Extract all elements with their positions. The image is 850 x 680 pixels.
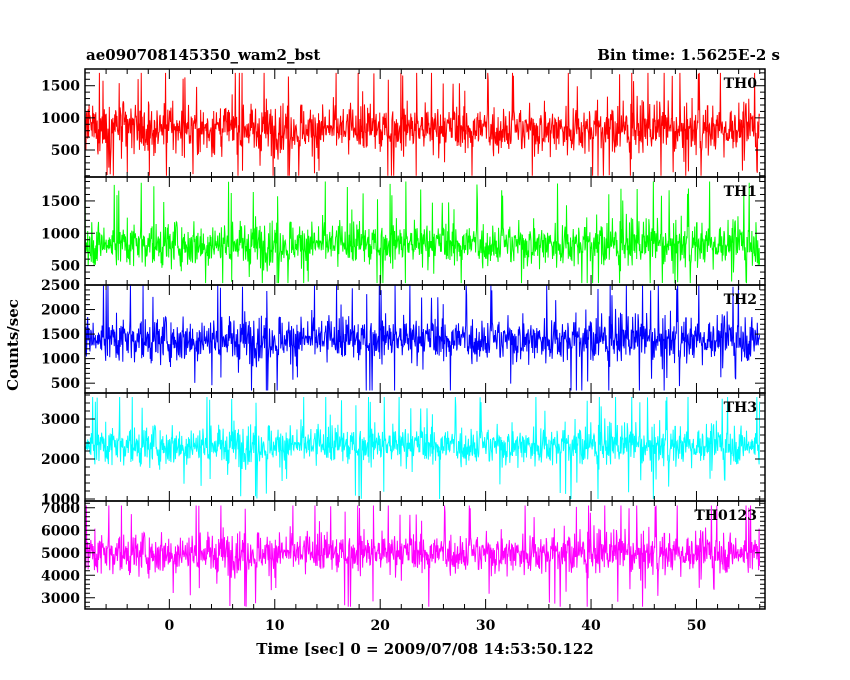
panel-th0: 500 1000 1500 TH0 (41, 68, 766, 178)
y-tick-label: 2000 (41, 452, 80, 468)
panel-label-th0: TH0 (724, 76, 758, 92)
y-tick-label: 500 (51, 143, 80, 159)
panel-th2: 500 1000 1500 2000 2500 TH2 (41, 278, 766, 394)
series-line-th3 (84, 396, 761, 500)
y-tick-label: 500 (51, 376, 80, 392)
y-tick-label: 5000 (41, 546, 80, 562)
panel-label-th3: TH3 (724, 400, 757, 416)
x-tick-label: 30 (476, 618, 496, 634)
series-line-th0 (84, 72, 761, 176)
x-tick-label: 0 (164, 618, 174, 634)
y-axis-label: Counts/sec (4, 299, 22, 391)
x-axis-label: Time [sec] 0 = 2009/07/08 14:53:50.122 (256, 640, 593, 658)
panel-th1: 500 1000 1500 TH1 (41, 176, 766, 286)
series-line-th0123 (84, 505, 761, 607)
panel-label-th0123: TH0123 (694, 508, 757, 524)
y-tick-label: 1000 (41, 111, 80, 127)
series-line-th2 (84, 285, 761, 391)
panel-th3: 1000 2000 3000 TH3 (41, 392, 766, 508)
y-tick-label: 1500 (41, 327, 80, 343)
y-tick-label: 2000 (41, 303, 80, 319)
panel-label-th2: TH2 (724, 292, 757, 308)
y-tick-label: 6000 (41, 523, 80, 539)
y-tick-label: 1500 (41, 79, 80, 95)
y-tick-label: 3000 (41, 591, 80, 607)
panel-frame (84, 500, 766, 610)
y-tick-label: 4000 (41, 568, 80, 584)
y-tick-label: 3000 (41, 412, 80, 428)
chart-title: ae090708145350_wam2_bst (86, 46, 320, 64)
panel-th0123: 3000 4000 5000 6000 7000 TH0123 (41, 500, 766, 610)
y-tick-label: 1000 (41, 492, 80, 508)
y-tick-label: 2500 (41, 278, 80, 294)
chart-subtitle: Bin time: 1.5625E-2 s (597, 46, 780, 64)
y-tick-label: 1000 (41, 352, 80, 368)
x-tick-label: 10 (265, 618, 285, 634)
y-tick-label: 7000 (41, 501, 80, 517)
x-tick-label: 20 (370, 618, 390, 634)
y-tick-label: 1000 (41, 226, 80, 242)
y-tick-label: 1500 (41, 194, 80, 210)
x-tick-label: 40 (581, 618, 601, 634)
x-tick-label: 50 (687, 618, 707, 634)
y-tick-label: 500 (51, 259, 80, 275)
panel-label-th1: TH1 (724, 184, 757, 200)
series-line-th1 (84, 181, 761, 284)
